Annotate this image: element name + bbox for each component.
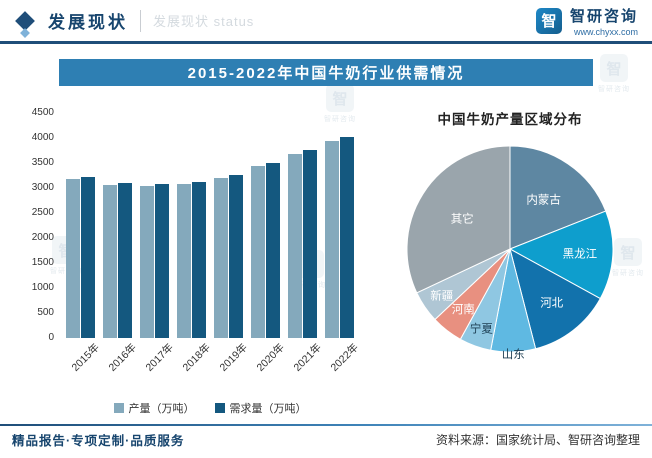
- pie-label: 其它: [451, 212, 474, 226]
- pie-slice-黑龙江: [508, 210, 614, 300]
- pie-chart-title: 中国牛奶产量区域分布: [437, 112, 583, 127]
- x-tick-label: 2018年: [180, 341, 213, 374]
- bar-group: [247, 162, 284, 338]
- bar: [251, 166, 265, 338]
- brand-mark-icon: 智: [600, 54, 628, 82]
- bar: [177, 184, 191, 338]
- bar: [325, 141, 339, 338]
- footer: 精品报告·专项定制·品质服务 资料来源：国家统计局、智研咨询整理: [0, 430, 652, 449]
- watermark-brand-text: 智研咨询: [612, 270, 644, 277]
- header: 发展现状 发展现状 status 智 智研咨询 www.chyxx.com: [0, 0, 652, 44]
- pie-label: 山东: [502, 348, 525, 361]
- pie-label: 新疆: [430, 288, 453, 302]
- header-divider: [140, 9, 141, 32]
- pie-chart: 中国牛奶产量区域分布 内蒙古黑龙江河北山东 宁夏 河南 新疆 其它: [378, 108, 642, 408]
- brand-mark-icon: 智: [614, 238, 642, 266]
- bar: [229, 175, 243, 338]
- y-tick-label: 0: [48, 332, 54, 343]
- header-brand: 智 智研咨询 www.chyxx.com: [535, 5, 638, 37]
- bar: [155, 183, 169, 338]
- bar: [103, 184, 117, 338]
- footer-divider: [0, 424, 652, 426]
- brand-name: 智研咨询: [569, 7, 638, 25]
- x-tick-label: 2017年: [143, 341, 176, 374]
- brand-logo-icon: 智: [535, 7, 562, 34]
- legend-label: 需求量（万吨）: [229, 403, 307, 415]
- bar: [118, 182, 132, 338]
- pie-label: 河南: [452, 302, 475, 316]
- bar: [140, 186, 154, 338]
- pie-label: 宁夏: [470, 322, 493, 336]
- pie-label: 河北: [540, 297, 563, 310]
- x-tick-label: 2022年: [328, 341, 361, 374]
- bar: [340, 137, 354, 338]
- y-tick-label: 500: [37, 307, 54, 318]
- pie-slice-河北: [509, 248, 601, 350]
- bar: [214, 177, 228, 338]
- y-tick-label: 2000: [31, 232, 54, 243]
- header-watermark-text: 发展现状 status: [153, 14, 255, 29]
- website-link[interactable]: www.chyxx.com: [573, 26, 638, 37]
- bar-chart: 0 500 1000 1500 2000 2500 3000 3500 4000 4500 201…: [22, 100, 362, 416]
- x-tick-label: 2015年: [69, 341, 102, 374]
- chart-title: 2015-2022年中国牛奶行业供需情况: [187, 65, 465, 82]
- x-tick-label: 2016年: [106, 341, 139, 374]
- y-tick-label: 1500: [31, 257, 54, 268]
- footer-source: 资料来源：国家统计局、智研咨询整理: [435, 433, 640, 447]
- brand-mark-icon: 智: [326, 84, 354, 112]
- bar-group: [210, 175, 247, 338]
- y-tick-label: 1000: [31, 282, 54, 293]
- legend-label: 产量（万吨）: [128, 403, 195, 415]
- x-tick-label: 2020年: [254, 341, 287, 374]
- bar-group: [284, 150, 321, 338]
- pie-label: 黑龙江: [563, 247, 598, 260]
- pie-slice-内蒙古: [509, 145, 607, 250]
- pie-slice-其它: [406, 145, 511, 294]
- bar-group: [136, 183, 173, 338]
- bar: [192, 182, 206, 338]
- watermark-logo: 智 智研咨询: [592, 54, 636, 94]
- diamond-icon: [15, 10, 35, 31]
- y-tick-label: 4000: [31, 132, 54, 143]
- x-tick-label: 2019年: [217, 341, 250, 374]
- watermark-logo: 智 智研咨询: [318, 84, 362, 124]
- legend-swatch: [214, 403, 225, 413]
- header-left: 发展现状 发展现状 status: [14, 8, 254, 33]
- bar-group: [62, 176, 99, 338]
- chart-title-bar: 2015-2022年中国牛奶行业供需情况: [59, 59, 593, 86]
- bar-group: [173, 182, 210, 338]
- bar-chart-x-axis: 2015年 2016年 2017年 2018年 2019年 2020年 2021年 2022年: [62, 340, 360, 373]
- pie-label: 内蒙古: [526, 193, 561, 207]
- section-title: 发展现状: [48, 13, 128, 32]
- y-tick-label: 3000: [31, 182, 54, 193]
- y-tick-label: 4500: [31, 107, 54, 118]
- bar-group: [321, 137, 358, 338]
- x-tick-label: 2021年: [291, 341, 324, 374]
- watermark-brand-text: 智研咨询: [598, 86, 630, 93]
- brand-text-block: 智研咨询 www.chyxx.com: [570, 5, 638, 37]
- bar: [81, 176, 95, 338]
- legend-item: 产量（万吨）: [113, 400, 195, 416]
- watermark-brand-text: 智研咨询: [44, 266, 88, 276]
- y-tick-label: 2500: [31, 207, 54, 218]
- footer-slogan: 精品报告·专项定制·品质服务: [12, 434, 185, 448]
- watermark-brand-text: 智研咨询: [324, 116, 356, 123]
- bar: [266, 162, 280, 338]
- bar: [288, 153, 302, 338]
- watermark-logo: 智 智研咨询: [606, 238, 650, 278]
- bar-chart-plot: [62, 113, 358, 338]
- legend-swatch: [113, 403, 124, 413]
- legend-item: 需求量（万吨）: [214, 400, 307, 416]
- bar-group: [99, 182, 136, 338]
- bar-chart-legend: 产量（万吨） 需求量（万吨）: [62, 400, 358, 416]
- bar-chart-y-axis: 0 500 1000 1500 2000 2500 3000 3500 4000 4500: [22, 108, 58, 343]
- y-tick-label: 3500: [31, 157, 54, 168]
- bar: [66, 179, 80, 338]
- bar: [303, 150, 317, 338]
